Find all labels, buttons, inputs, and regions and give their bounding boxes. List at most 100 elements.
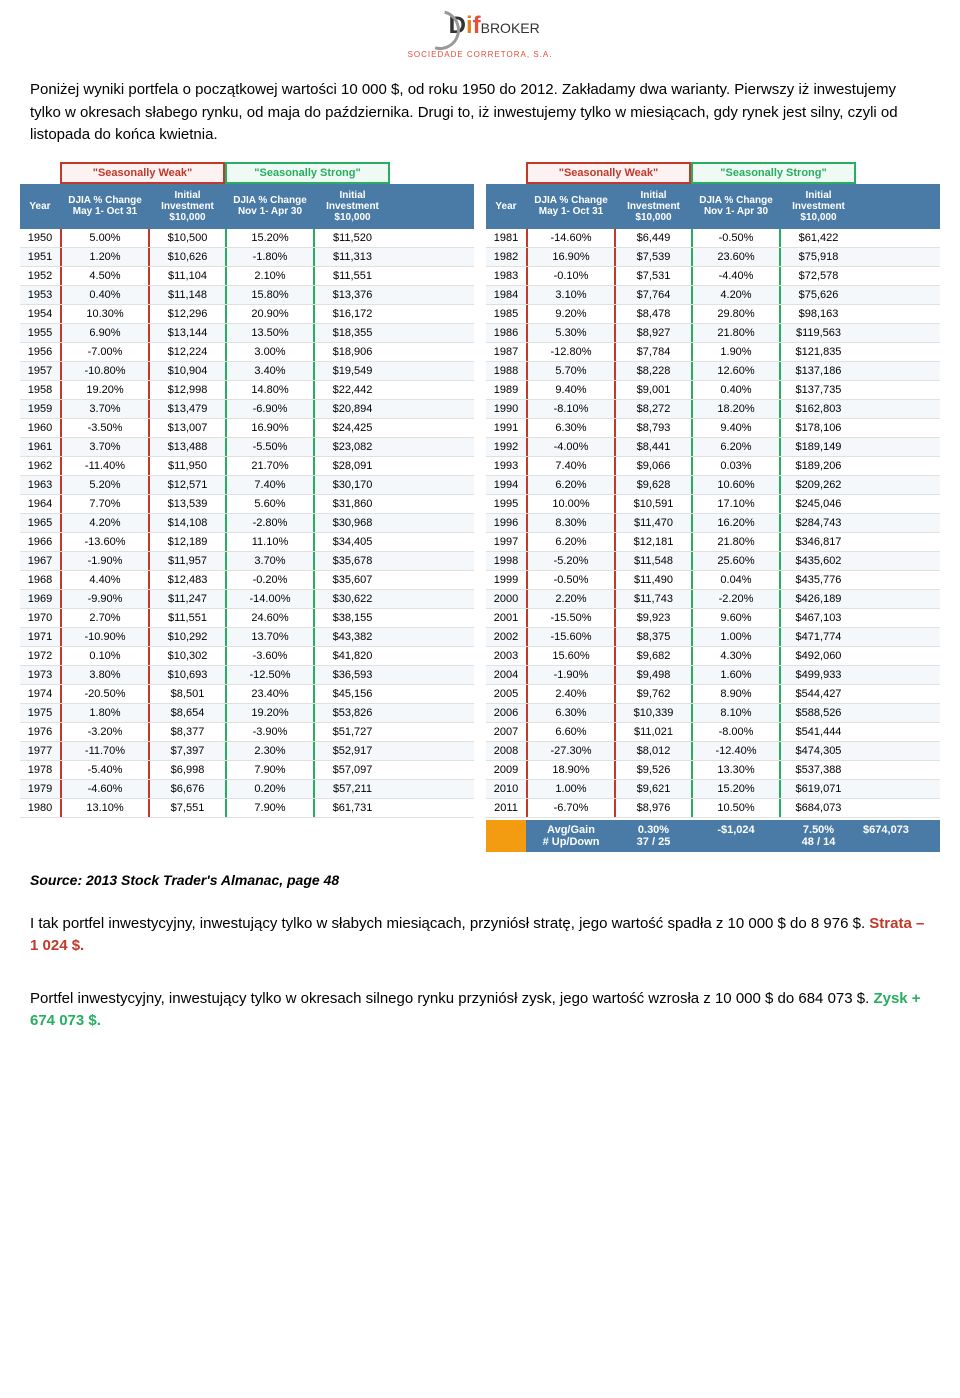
cell-strong-inv: $30,968	[315, 514, 390, 532]
cell-strong-inv: $209,262	[781, 476, 856, 494]
cell-strong-pct: 7.90%	[225, 799, 315, 817]
cell-weak-inv: $13,539	[150, 495, 225, 513]
cell-strong-pct: 15.20%	[691, 780, 781, 798]
cell-strong-inv: $52,917	[315, 742, 390, 760]
cell-weak-inv: $8,654	[150, 704, 225, 722]
cell-weak-pct: -8.10%	[526, 400, 616, 418]
table-row: 1960-3.50%$13,00716.90%$24,425	[20, 419, 474, 438]
summary-v6: $674,073	[856, 820, 916, 852]
cell-strong-pct: 9.40%	[691, 419, 781, 437]
th-pct-strong: DJIA % Change Nov 1- Apr 30	[691, 184, 781, 229]
logo-i: i	[466, 12, 473, 39]
cell-year: 1981	[486, 229, 526, 247]
table-row: 19968.30%$11,47016.20%$284,743	[486, 514, 940, 533]
cell-year: 1979	[20, 780, 60, 798]
cell-year: 1950	[20, 229, 60, 247]
cell-weak-pct: -15.60%	[526, 628, 616, 646]
cell-weak-inv: $10,904	[150, 362, 225, 380]
cell-weak-inv: $13,479	[150, 400, 225, 418]
cell-weak-pct: 18.90%	[526, 761, 616, 779]
cell-year: 1955	[20, 324, 60, 342]
cell-strong-inv: $41,820	[315, 647, 390, 665]
intro-paragraph: Poniżej wyniki portfela o początkowej wa…	[0, 69, 960, 162]
cell-year: 2011	[486, 799, 526, 817]
cell-strong-pct: 23.60%	[691, 248, 781, 266]
cell-strong-inv: $51,727	[315, 723, 390, 741]
cell-year: 2000	[486, 590, 526, 608]
cell-strong-pct: 0.40%	[691, 381, 781, 399]
cell-weak-pct: 3.80%	[60, 666, 150, 684]
cell-year: 1995	[486, 495, 526, 513]
cell-weak-inv: $12,296	[150, 305, 225, 323]
cell-weak-inv: $7,531	[616, 267, 691, 285]
cell-weak-pct: 2.20%	[526, 590, 616, 608]
cell-strong-inv: $137,735	[781, 381, 856, 399]
cell-year: 1967	[20, 552, 60, 570]
table-row: 198216.90%$7,53923.60%$75,918	[486, 248, 940, 267]
cell-strong-inv: $11,520	[315, 229, 390, 247]
cell-year: 1956	[20, 343, 60, 361]
cell-strong-inv: $36,593	[315, 666, 390, 684]
summary-v3: -$1,024	[691, 820, 781, 852]
cell-strong-pct: 21.80%	[691, 533, 781, 551]
table-row: 1974-20.50%$8,50123.40%$45,156	[20, 685, 474, 704]
cell-strong-inv: $619,071	[781, 780, 856, 798]
table-row: 19647.70%$13,5395.60%$31,860	[20, 495, 474, 514]
cell-year: 1966	[20, 533, 60, 551]
cell-strong-pct: 15.80%	[225, 286, 315, 304]
cell-weak-pct: 6.30%	[526, 419, 616, 437]
cell-strong-pct: 21.70%	[225, 457, 315, 475]
cell-strong-pct: 2.10%	[225, 267, 315, 285]
cell-strong-inv: $467,103	[781, 609, 856, 627]
cell-year: 1975	[20, 704, 60, 722]
cell-weak-pct: 7.40%	[526, 457, 616, 475]
cell-year: 1997	[486, 533, 526, 551]
cell-year: 1984	[486, 286, 526, 304]
cell-strong-inv: $537,388	[781, 761, 856, 779]
cell-strong-inv: $588,526	[781, 704, 856, 722]
cell-strong-pct: 5.60%	[225, 495, 315, 513]
cell-strong-inv: $75,626	[781, 286, 856, 304]
table-row: 199510.00%$10,59117.10%$245,046	[486, 495, 940, 514]
summary-row: Avg/Gain # Up/Down 0.30% 37 / 25 -$1,024…	[486, 820, 940, 852]
cell-year: 1951	[20, 248, 60, 266]
cell-strong-inv: $11,313	[315, 248, 390, 266]
table-row: 1977-11.70%$7,3972.30%$52,917	[20, 742, 474, 761]
cell-weak-pct: -27.30%	[526, 742, 616, 760]
cell-strong-inv: $24,425	[315, 419, 390, 437]
cell-strong-pct: 8.10%	[691, 704, 781, 722]
cell-weak-inv: $11,950	[150, 457, 225, 475]
cell-strong-pct: -3.90%	[225, 723, 315, 741]
cell-weak-pct: -12.80%	[526, 343, 616, 361]
cell-strong-pct: -5.50%	[225, 438, 315, 456]
cell-weak-inv: $9,621	[616, 780, 691, 798]
cell-weak-pct: -10.80%	[60, 362, 150, 380]
cell-strong-pct: -2.20%	[691, 590, 781, 608]
cell-year: 1999	[486, 571, 526, 589]
cell-year: 1972	[20, 647, 60, 665]
table-left: "Seasonally Weak" "Seasonally Strong" Ye…	[20, 162, 474, 852]
table-row: 19530.40%$11,14815.80%$13,376	[20, 286, 474, 305]
cell-weak-inv: $6,676	[150, 780, 225, 798]
tables-container: "Seasonally Weak" "Seasonally Strong" Ye…	[0, 162, 960, 852]
cell-year: 1996	[486, 514, 526, 532]
cell-weak-inv: $11,247	[150, 590, 225, 608]
summary-v2: 37 / 25	[618, 836, 689, 848]
table-row: 19524.50%$11,1042.10%$11,551	[20, 267, 474, 286]
cell-weak-inv: $12,571	[150, 476, 225, 494]
cell-weak-inv: $9,628	[616, 476, 691, 494]
table-row: 1966-13.60%$12,18911.10%$34,405	[20, 533, 474, 552]
cell-year: 2004	[486, 666, 526, 684]
cell-weak-pct: -9.90%	[60, 590, 150, 608]
table-row: 19885.70%$8,22812.60%$137,186	[486, 362, 940, 381]
cell-year: 1968	[20, 571, 60, 589]
table-row: 19946.20%$9,62810.60%$209,262	[486, 476, 940, 495]
cell-year: 1982	[486, 248, 526, 266]
logo-subtitle: SOCIEDADE CORRETORA, S.A.	[0, 50, 960, 59]
table-row: 19843.10%$7,7644.20%$75,626	[486, 286, 940, 305]
table-row: 19751.80%$8,65419.20%$53,826	[20, 704, 474, 723]
cell-weak-pct: 3.10%	[526, 286, 616, 304]
cell-strong-inv: $61,422	[781, 229, 856, 247]
table-row: 19899.40%$9,0010.40%$137,735	[486, 381, 940, 400]
table-row: 1971-10.90%$10,29213.70%$43,382	[20, 628, 474, 647]
